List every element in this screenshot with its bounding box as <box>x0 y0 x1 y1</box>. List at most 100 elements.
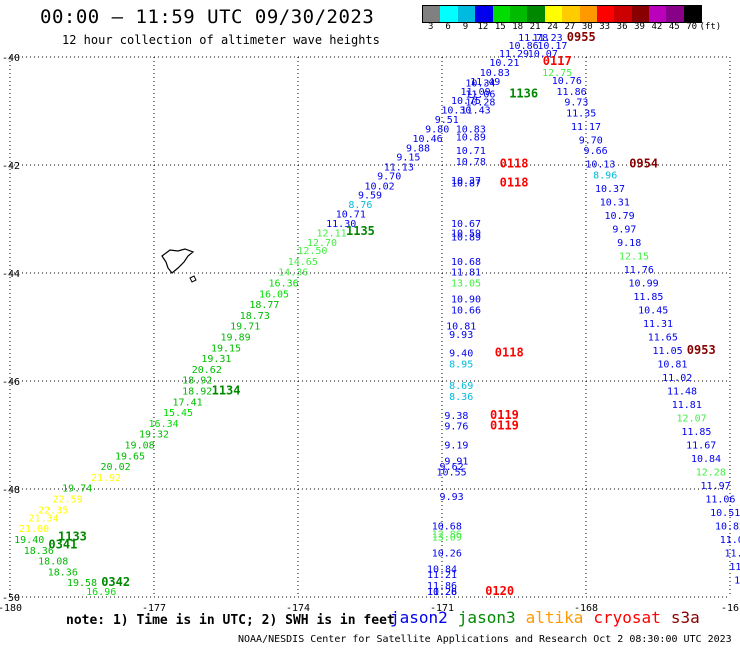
wave-height-value: 11.86 <box>557 87 587 98</box>
wave-height-value: 19.08 <box>125 441 155 452</box>
wave-height-value: 9.51 <box>435 115 459 126</box>
wave-height-value: 11.24 <box>725 549 740 560</box>
legend-label-39: 39 <box>634 22 645 32</box>
wave-height-value: 21.00 <box>19 524 49 535</box>
pass-time-label: 0118 <box>500 176 529 190</box>
wave-height-value: 10.28 <box>465 98 495 109</box>
wave-height-value: 10.45 <box>638 306 668 317</box>
wave-height-value: 9.66 <box>584 146 608 157</box>
legend-swatch-24 <box>544 6 563 22</box>
wave-height-value: 9.70 <box>377 172 401 183</box>
wave-height-value: 11.13 <box>384 162 414 173</box>
wave-height-value: 19.15 <box>211 343 241 354</box>
wave-height-value: 11.26 <box>427 587 457 598</box>
wave-height-value: 10.07 <box>528 49 558 60</box>
wave-height-value: 11.06 <box>465 90 495 101</box>
wave-height-value: 19.32 <box>139 430 169 441</box>
wave-height-value: 22.35 <box>38 505 68 516</box>
pass-time-label: 0953 <box>687 343 716 357</box>
map-subtitle: 12 hour collection of altimeter wave hei… <box>62 33 380 47</box>
wave-height-value: 11.29 <box>499 49 529 60</box>
wave-height-value: 11.09 <box>461 87 491 98</box>
legend-label-12: 12 <box>477 22 489 32</box>
wave-height-value: 9.70 <box>579 135 603 146</box>
wave-height-value: 10.84 <box>427 565 457 576</box>
wave-height-value: 16.05 <box>259 289 289 300</box>
wave-height-values: 19.4018.3618.0818.3619.5816.9621.0021.34… <box>14 33 740 598</box>
wave-height-value: 10.28 <box>427 587 457 598</box>
wave-height-value: 9.88 <box>406 144 430 155</box>
wave-height-value: 10.86 <box>509 41 539 52</box>
wave-height-value: 19.65 <box>115 451 145 462</box>
pass-time-label: 0954 <box>629 157 658 171</box>
wave-height-value: 10.64 <box>734 576 740 587</box>
lon-tick-label: -174 <box>286 603 310 614</box>
pass-time-label: 1133 <box>58 529 87 543</box>
wave-height-value: 18.36 <box>48 567 78 578</box>
wave-height-value: 9.93 <box>449 330 473 341</box>
satellite-s3a: s3a <box>670 608 700 627</box>
pass-time-label: 0119 <box>490 408 519 422</box>
wave-height-value: 8.95 <box>449 360 473 371</box>
wave-height-value: 12.50 <box>297 246 327 257</box>
pass-time-label: 1134 <box>212 384 241 398</box>
legend-label-3: 3 <box>427 22 434 32</box>
legend-swatch-21 <box>527 6 545 22</box>
wave-height-value: 10.71 <box>456 146 486 157</box>
wave-height-value: 10.13 <box>585 160 615 171</box>
wave-height-value: 14.36 <box>278 268 308 279</box>
wave-height-value: 11.23 <box>533 33 563 44</box>
wave-height-value: 21.92 <box>91 473 121 484</box>
wave-height-value: 10.89 <box>451 233 481 244</box>
wave-height-value: 10.83 <box>480 68 510 79</box>
wave-height-value: 11.21 <box>427 570 457 581</box>
legend-swatch-30 <box>579 6 597 22</box>
wave-height-value: 10.66 <box>451 306 481 317</box>
wave-height-value: 9.38 <box>444 411 468 422</box>
satellite-jason3: jason3 <box>457 608 516 627</box>
wave-height-value: 11.67 <box>686 441 716 452</box>
legend-label-6: 6 <box>445 22 451 32</box>
axis-tick-labels: -180 -177 -174 -171 -168 -16 -40 -42 -44 -46 -48 -5… <box>0 53 739 614</box>
satellite-altika: altika <box>525 608 584 627</box>
lat-tick-label: -50 <box>2 593 20 604</box>
wave-height-value: 11.06 <box>705 495 735 506</box>
legend-swatch-15 <box>492 6 510 22</box>
map-grid <box>9 56 731 598</box>
wave-height-value: 10.68 <box>432 522 462 533</box>
wave-height-value: 10.84 <box>691 454 721 465</box>
wave-height-value: 10.59 <box>451 228 481 239</box>
wave-height-value: 11.17 <box>571 122 601 133</box>
wave-height-value: 11.02 <box>662 373 692 384</box>
wave-height-value: 11.81 <box>451 268 481 279</box>
wave-height-value: 10.89 <box>456 133 486 144</box>
legend-label-27: 27 <box>564 22 576 32</box>
lon-tick-label: -16 <box>721 603 739 614</box>
lon-tick-label: -177 <box>142 603 166 614</box>
pass-time-label: 0117 <box>543 54 572 68</box>
wave-height-value: 10.90 <box>451 295 481 306</box>
wave-height-value: 19.40 <box>14 535 44 546</box>
legend-swatch-33 <box>596 6 615 22</box>
pass-time-label: 0119 <box>490 419 519 433</box>
wave-height-value: 9.97 <box>612 225 636 236</box>
wave-height-value: 10.21 <box>489 58 519 69</box>
wave-height-value: 9.62 <box>440 462 464 473</box>
legend-swatch-36 <box>614 6 632 22</box>
legend-unit: (ft) <box>699 22 722 32</box>
footnote: note: 1) Time is in UTC; 2) SWH is in fe… <box>66 613 395 628</box>
wave-height-value: 10.99 <box>629 279 659 290</box>
island-outline <box>161 248 197 283</box>
wave-height-value: 16.36 <box>269 279 299 290</box>
wave-height-value: 8.36 <box>449 392 473 403</box>
wave-height-value: 11.48 <box>667 387 697 398</box>
lat-tick-label: -44 <box>2 269 20 280</box>
wave-height-value: 10.37 <box>451 176 481 187</box>
wave-height-value: 11.78 <box>518 33 548 44</box>
legend-label-30: 30 <box>581 22 593 32</box>
wave-height-value: 12.28 <box>696 468 726 479</box>
wave-height-value: 11.43 <box>461 106 491 117</box>
wave-height-value: 10.30 <box>441 106 471 117</box>
legend-swatch-70 <box>683 6 702 22</box>
